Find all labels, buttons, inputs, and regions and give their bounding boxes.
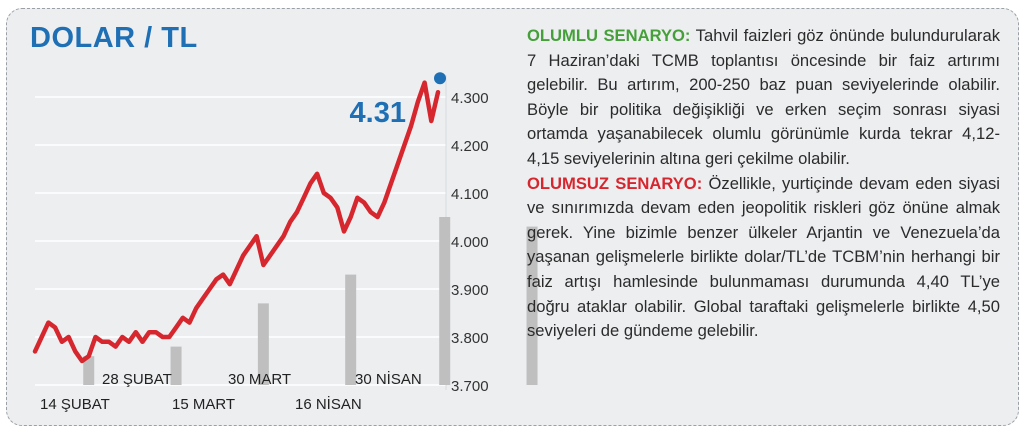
y-tick-label: 3.900: [451, 282, 489, 299]
x-tick-label: 30 MART: [228, 371, 291, 388]
chart-title: DOLAR / TL: [30, 22, 198, 54]
bar: [439, 217, 451, 385]
x-axis-labels: 28 ŞUBAT 30 MART 30 NİSAN 14 ŞUBAT 15 MART 16…: [40, 370, 422, 413]
positive-heading: OLUMLU SENARYO:: [527, 26, 691, 45]
negative-heading: OLUMSUZ SENARYO:: [527, 173, 703, 193]
series-line: [32, 80, 441, 364]
y-tick-label: 4.000: [451, 234, 489, 251]
x-tick-label: 16 NİSAN: [295, 395, 362, 413]
y-axis-labels: 3.700 3.800 3.900 4.000 4.100 4.200 4.300: [451, 90, 489, 395]
negative-scenario: OLUMSUZ SENARYO: Özellikle, yurtiçinde d…: [527, 172, 1000, 344]
y-tick-label: 4.100: [451, 186, 489, 203]
commentary: OLUMLU SENARYO: Tahvil faizleri göz önün…: [527, 24, 1000, 344]
bar: [345, 274, 357, 385]
last-value-dot: [434, 72, 446, 85]
y-tick-label: 3.700: [451, 378, 489, 395]
volume-bars: [83, 217, 538, 385]
x-tick-label: 28 ŞUBAT: [102, 371, 172, 388]
bar: [526, 226, 538, 385]
positive-scenario: OLUMLU SENARYO: Tahvil faizleri göz önün…: [527, 24, 1000, 172]
bar: [83, 356, 95, 385]
positive-body: Tahvil faizleri göz önünde bulundurulara…: [527, 26, 1000, 168]
negative-body: Özellikle, yurtiçinde devam eden siyasi …: [527, 173, 1000, 341]
bar: [257, 303, 269, 385]
y-tick-label: 3.800: [451, 330, 489, 347]
last-value-label: 4.31: [350, 97, 406, 129]
x-tick-label: 14 ŞUBAT: [40, 396, 110, 413]
bar: [170, 346, 182, 385]
x-tick-label: 30 NİSAN: [355, 370, 422, 388]
y-tick-label: 4.200: [451, 138, 489, 155]
y-tick-label: 4.300: [451, 90, 489, 107]
x-tick-label: 15 MART: [172, 396, 235, 413]
gridlines: [35, 75, 447, 390]
